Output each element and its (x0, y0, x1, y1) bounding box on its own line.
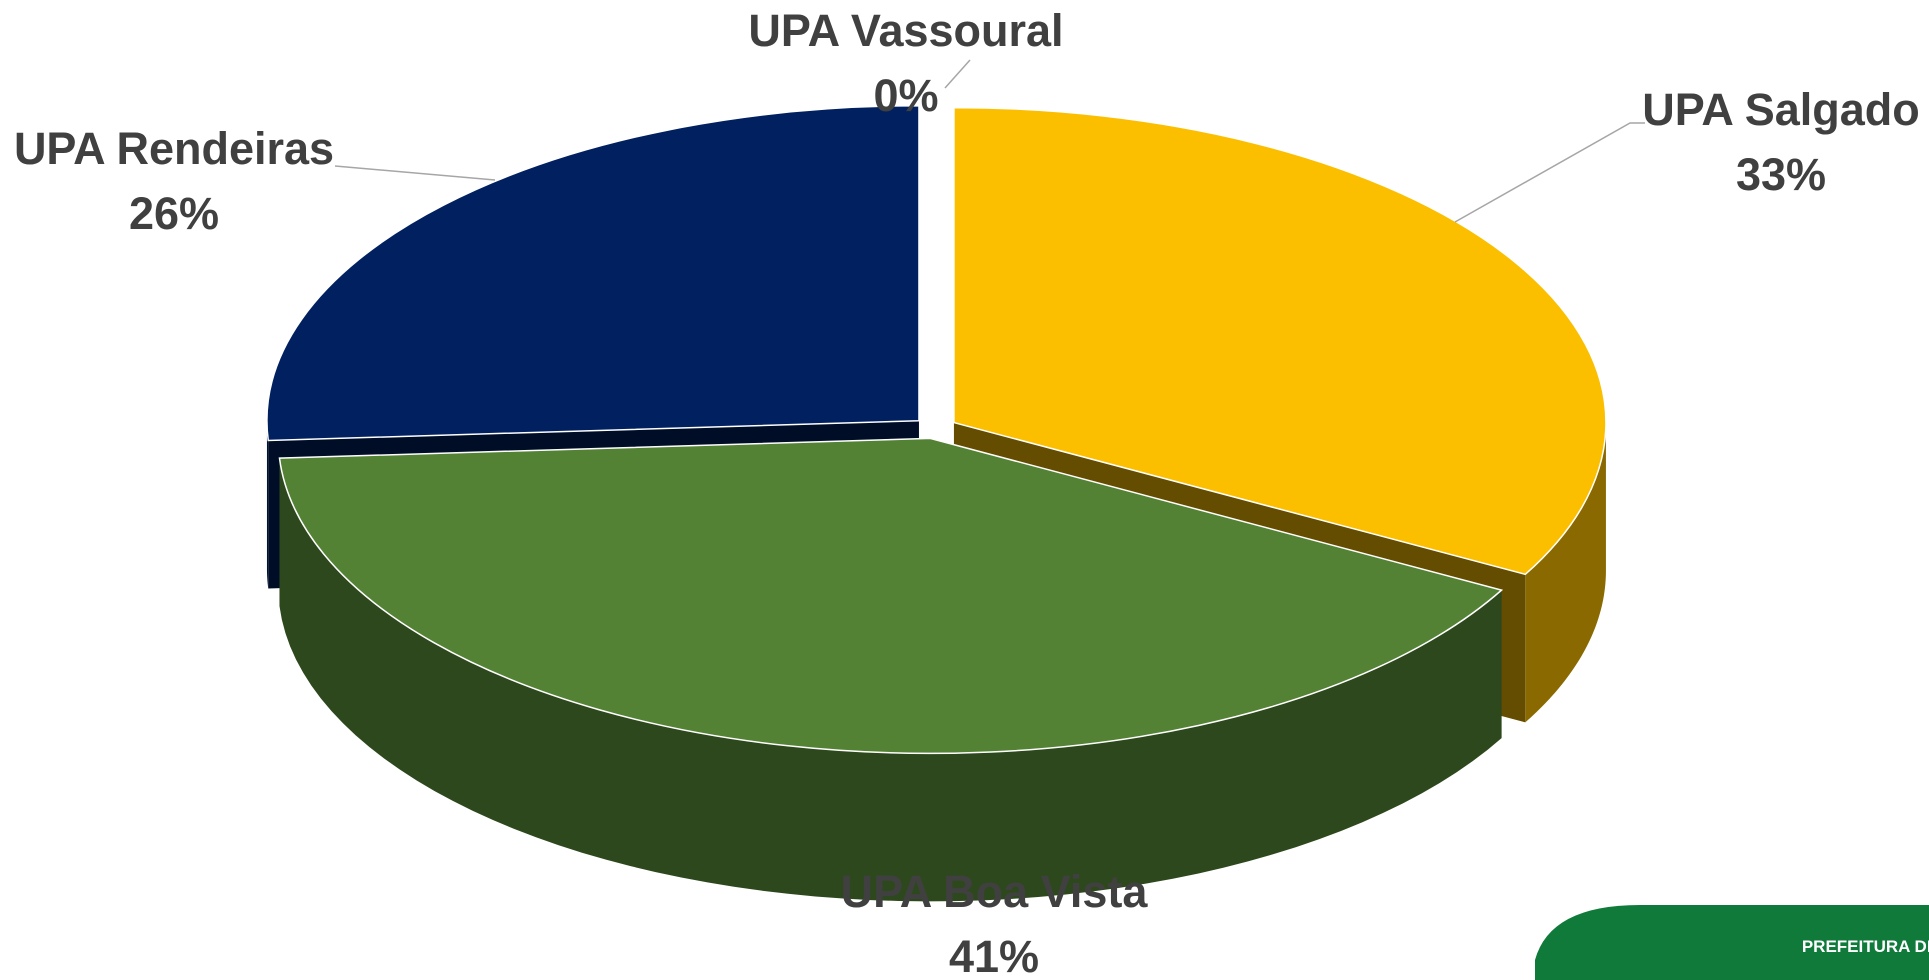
slice-outer-wall (266, 420, 269, 589)
value-label: 41% (949, 931, 1039, 980)
category-label: UPA Vassoural (748, 5, 1063, 56)
slice-outer-wall (1525, 422, 1606, 723)
value-label: 33% (1736, 149, 1826, 200)
leader-line (1454, 122, 1645, 223)
slice-outer-wall (279, 458, 1502, 902)
logo-badge (1535, 905, 1929, 980)
logo-text: PREFEITURA DE (1802, 937, 1929, 956)
leader-line (334, 165, 496, 181)
category-label: UPA Rendeiras (14, 123, 334, 174)
pie-slice (278, 437, 1504, 755)
logo: PREFEITURA DE (1535, 905, 1929, 980)
pie-slice (953, 106, 1607, 576)
value-label: 0% (873, 70, 938, 121)
category-label: UPA Boa Vista (841, 866, 1149, 917)
leader-line (944, 59, 971, 89)
category-label: UPA Salgado (1642, 84, 1920, 135)
pie-slice (266, 104, 920, 442)
slice-tops (266, 102, 1607, 755)
data-labels: UPA Vassoural 0% UPA Salgado 33% UPA Boa Vis… (14, 5, 1920, 980)
value-label: 26% (129, 188, 219, 239)
